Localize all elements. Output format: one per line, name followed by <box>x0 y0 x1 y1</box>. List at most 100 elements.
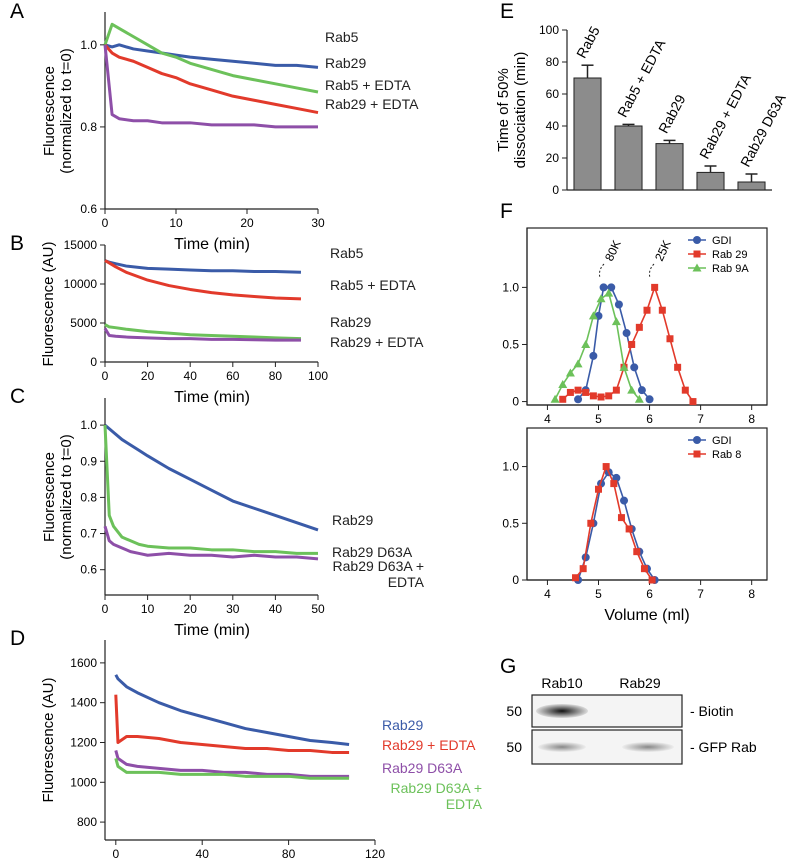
legend-marker <box>693 450 701 458</box>
panel-letter: F <box>500 200 513 223</box>
marker <box>579 565 587 573</box>
series-label: Rab29 + EDTA <box>330 334 424 350</box>
category-label: Rab5 <box>573 23 603 60</box>
marker <box>620 496 629 505</box>
x-tick-label: 0 <box>102 602 109 616</box>
series-label: Rab5 <box>325 29 359 45</box>
marker <box>610 480 618 488</box>
y-tick-label: 0 <box>512 573 519 587</box>
marker <box>681 386 689 394</box>
y-tick-label: 0.7 <box>80 527 97 541</box>
row-label: - Biotin <box>690 703 734 719</box>
marker <box>666 335 674 343</box>
x-tick-label: 6 <box>646 587 653 601</box>
marker <box>594 485 602 493</box>
error-bar <box>663 139 676 144</box>
series-line <box>554 292 640 400</box>
series-line <box>577 286 651 400</box>
x-axis-title: Volume (ml) <box>604 607 689 624</box>
marker <box>602 463 610 471</box>
blot-band <box>536 704 588 718</box>
series-label: Rab29 D63A <box>382 760 463 776</box>
series-line <box>103 43 319 115</box>
y-tick-label: 5000 <box>70 316 97 330</box>
category-label: Rab29 <box>655 92 689 136</box>
bar <box>737 181 766 191</box>
series-label: Rab29 <box>325 55 367 71</box>
x-tick-label: 10 <box>169 216 183 230</box>
marker <box>550 394 560 403</box>
y-tick-label: 80 <box>546 55 560 69</box>
series-label: Rab29 <box>382 717 424 733</box>
marker <box>689 398 697 406</box>
error-bar <box>704 165 717 173</box>
bar <box>655 143 684 191</box>
marker <box>612 473 621 482</box>
legend-label: Rab 29 <box>712 249 747 261</box>
bar <box>696 171 725 191</box>
marker <box>611 317 621 326</box>
x-tick-label: 30 <box>311 216 325 230</box>
x-axis-title: Time (min) <box>174 236 250 253</box>
x-tick-label: 20 <box>240 216 254 230</box>
y-tick-label: 0.5 <box>502 337 519 351</box>
marker <box>619 362 629 371</box>
y-tick-label: 0.8 <box>80 120 97 134</box>
series-line <box>103 22 319 94</box>
marker <box>622 329 631 338</box>
y-tick-label: 1400 <box>70 696 97 710</box>
marker <box>633 548 641 556</box>
series-label: Rab29 D63A <box>332 544 413 560</box>
marker <box>604 288 614 297</box>
panel-letter: G <box>500 655 516 678</box>
panel-letter: C <box>10 385 26 408</box>
marker <box>599 283 608 292</box>
x-tick-label: 0 <box>102 216 109 230</box>
marker <box>617 514 625 522</box>
y-tick-label: 0 <box>512 395 519 409</box>
blot-band <box>538 742 586 752</box>
legend-label: Rab 8 <box>712 449 741 461</box>
legend-label: GDI <box>712 435 732 447</box>
x-tick-label: 60 <box>226 369 240 383</box>
annotation: 80K <box>602 238 624 263</box>
x-tick-label: 7 <box>697 412 704 426</box>
marker <box>581 339 591 348</box>
y-tick-label: 1.0 <box>80 418 97 432</box>
legend-label: Rab 9A <box>712 263 749 275</box>
y-tick-label: 1.0 <box>80 38 97 52</box>
x-tick-label: 10 <box>141 602 155 616</box>
series-line <box>104 423 319 532</box>
y-tick-label: 0 <box>90 355 97 369</box>
series-line <box>114 694 350 754</box>
x-tick-label: 120 <box>365 847 385 861</box>
series-label: Rab29 <box>330 314 372 330</box>
size-label: 50 <box>506 703 522 719</box>
y-tick-label: 0.6 <box>80 202 97 216</box>
series-line <box>114 750 350 778</box>
marker <box>558 379 568 388</box>
y-tick-label: 60 <box>546 87 560 101</box>
x-tick-label: 30 <box>226 602 240 616</box>
series-line <box>103 44 318 129</box>
marker <box>605 392 613 400</box>
marker <box>588 311 598 320</box>
x-tick-label: 5 <box>595 587 602 601</box>
x-tick-label: 4 <box>544 587 551 601</box>
y-tick-label: 800 <box>77 815 97 829</box>
panel-letter: E <box>500 0 515 23</box>
series-label: Rab5 + EDTA <box>325 77 411 93</box>
marker <box>630 363 639 372</box>
marker <box>573 359 583 368</box>
series-line <box>103 425 318 555</box>
marker <box>645 395 654 404</box>
y-tick-label: 100 <box>539 23 559 37</box>
panel-letter: B <box>10 232 25 255</box>
legend-marker <box>693 436 701 444</box>
x-tick-label: 100 <box>308 369 328 383</box>
y-tick-label: 10000 <box>64 277 98 291</box>
marker <box>587 519 595 527</box>
marker <box>565 368 575 377</box>
x-tick-label: 40 <box>269 602 283 616</box>
series-label: Rab5 <box>330 245 364 261</box>
